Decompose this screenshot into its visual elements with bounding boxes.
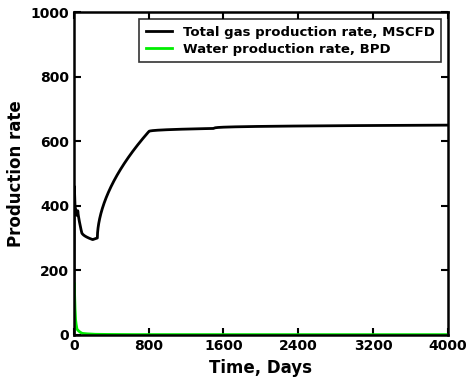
- Water production rate, BPD: [71, 281, 77, 285]
- Line: Total gas production rate, MSCFD: Total gas production rate, MSCFD: [74, 125, 448, 334]
- Water production rate, BPD: [445, 332, 451, 337]
- Water production rate, BPD: [74, 327, 80, 332]
- Total gas production rate, MSCFD: [75, 212, 81, 216]
- Water production rate, BPD: [117, 332, 122, 337]
- Water production rate, BPD: [71, 332, 77, 337]
- Total gas production rate, MSCFD: [80, 232, 86, 237]
- Legend: Total gas production rate, MSCFD, Water production rate, BPD: Total gas production rate, MSCFD, Water …: [139, 19, 441, 62]
- Total gas production rate, MSCFD: [424, 123, 430, 127]
- Total gas production rate, MSCFD: [74, 212, 80, 217]
- Water production rate, BPD: [238, 332, 244, 337]
- Total gas production rate, MSCFD: [117, 169, 122, 174]
- Total gas production rate, MSCFD: [71, 332, 77, 337]
- Water production rate, BPD: [75, 328, 81, 333]
- Y-axis label: Production rate: Production rate: [7, 100, 25, 247]
- Line: Water production rate, BPD: Water production rate, BPD: [74, 283, 448, 334]
- Total gas production rate, MSCFD: [445, 123, 451, 127]
- Total gas production rate, MSCFD: [237, 124, 243, 129]
- X-axis label: Time, Days: Time, Days: [210, 359, 312, 377]
- Water production rate, BPD: [425, 332, 431, 337]
- Water production rate, BPD: [80, 331, 86, 336]
